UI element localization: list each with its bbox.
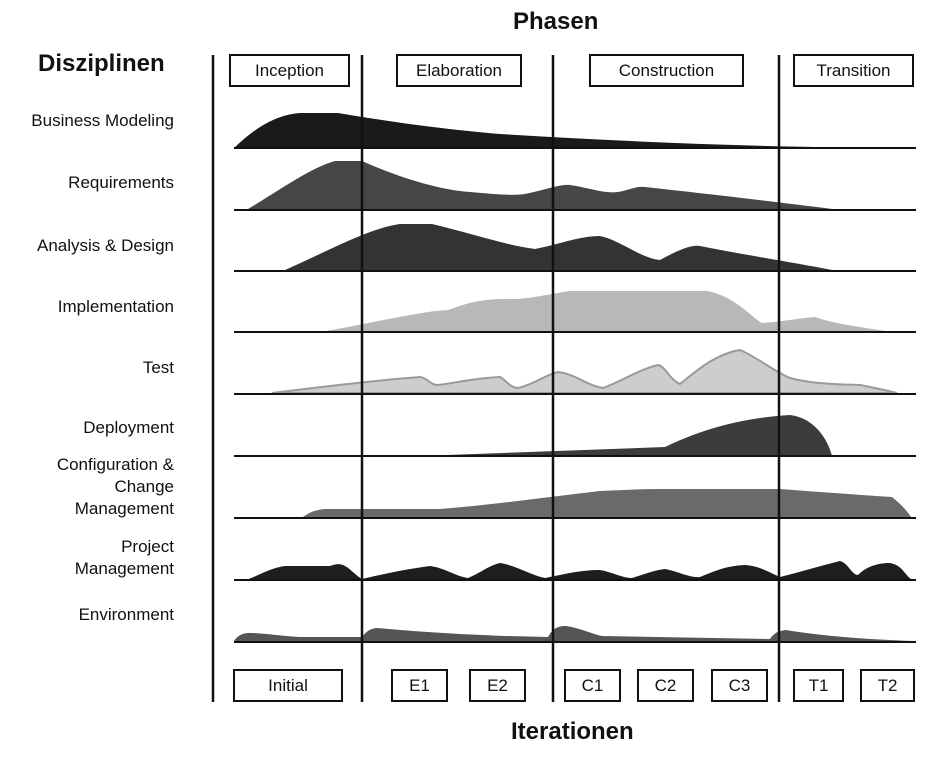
phase-transition: Transition (793, 54, 914, 87)
iteration-c2: C2 (637, 669, 694, 702)
hump-business-modeling (234, 113, 815, 148)
discipline-label-business-modeling: Business Modeling (31, 111, 174, 130)
discipline-label-test: Test (142, 358, 174, 377)
disciplines-title: Disziplinen (38, 50, 165, 77)
phase-elaboration: Elaboration (396, 54, 522, 87)
iteration-t1: T1 (793, 669, 844, 702)
discipline-label-configuration-change-management: Configuration & Change Management (56, 455, 174, 518)
discipline-label-analysis-design: Analysis & Design (36, 236, 174, 255)
iteration-c1: C1 (564, 669, 621, 702)
discipline-label-requirements: Requirements (68, 173, 174, 192)
iteration-initial: Initial (233, 669, 343, 702)
phase-dividers (211, 55, 781, 702)
hump-environment (234, 626, 916, 641)
hump-test (271, 348, 898, 394)
iteration-e2: E2 (469, 669, 526, 702)
hump-deployment (420, 415, 832, 456)
phase-construction: Construction (589, 54, 744, 87)
hump-analysis-design (285, 224, 832, 270)
hump-implementation (326, 291, 886, 331)
discipline-label-implementation: Implementation (57, 297, 174, 316)
iteration-e1: E1 (391, 669, 448, 702)
hump-requirements (248, 161, 832, 209)
iteration-c3: C3 (711, 669, 768, 702)
phases-title: Phasen (513, 8, 599, 35)
hump-configuration-change-management (303, 489, 911, 517)
iterations-title: Iterationen (511, 718, 634, 745)
discipline-label-environment: Environment (78, 605, 174, 624)
phase-inception: Inception (229, 54, 350, 87)
hump-project-management (246, 561, 911, 580)
iteration-t2: T2 (860, 669, 915, 702)
discipline-baselines (234, 147, 916, 643)
discipline-label-deployment: Deployment (83, 418, 174, 437)
discipline-label-project-management: Project Management (74, 537, 174, 578)
